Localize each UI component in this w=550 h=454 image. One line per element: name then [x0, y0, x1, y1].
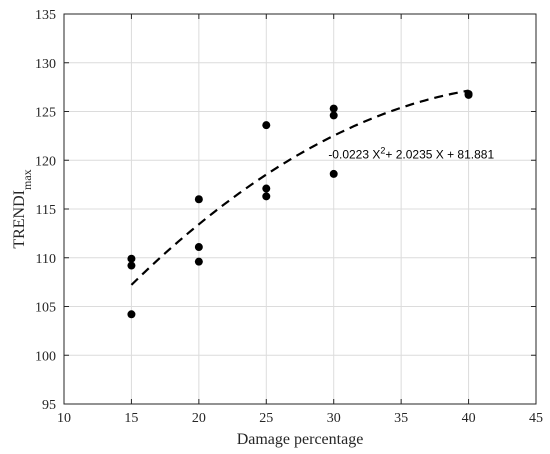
data-point: [329, 104, 338, 113]
data-point: [127, 254, 136, 263]
y-tick-label: 100: [35, 349, 56, 364]
x-tick-label: 20: [192, 411, 206, 426]
data-point: [329, 111, 338, 120]
data-point: [127, 261, 136, 270]
y-axis-title-sub: max: [20, 169, 34, 190]
fit-equation-lead: -0.0223 X: [328, 147, 380, 161]
data-points: [127, 89, 473, 319]
fit-equation-rest: + 2.0235 X + 81.881: [385, 147, 494, 161]
x-tick-label: 45: [529, 411, 543, 426]
x-tick-label: 10: [57, 411, 71, 426]
data-point: [194, 243, 203, 252]
y-tick-label: 115: [36, 203, 56, 218]
data-point: [262, 121, 271, 130]
y-tick-label: 135: [35, 8, 56, 23]
y-tick-label: 125: [35, 106, 56, 121]
y-tick-label: 120: [35, 154, 56, 169]
data-point: [464, 90, 473, 99]
ticks: [63, 13, 537, 405]
y-tick-label: 110: [36, 252, 56, 267]
fit-curve: [130, 89, 469, 286]
fit-equation-exponent: 2: [380, 145, 385, 155]
data-point: [127, 310, 136, 319]
grid: [63, 13, 537, 405]
data-point: [194, 257, 203, 266]
data-point: [329, 169, 338, 178]
x-tick-label: 40: [462, 411, 476, 426]
x-tick-label: 35: [394, 411, 408, 426]
y-tick-label: 105: [35, 301, 56, 316]
y-axis-title-main: TRENDI: [11, 190, 28, 249]
x-axis-title: Damage percentage: [237, 431, 364, 448]
x-tick-label: 30: [327, 411, 341, 426]
y-tick-label: 95: [42, 398, 56, 413]
data-point: [262, 184, 271, 193]
data-point: [262, 192, 271, 201]
data-point: [194, 195, 203, 204]
y-axis-title: TRENDImax: [11, 169, 34, 248]
fit-equation: -0.0223 X2+ 2.0235 X + 81.881: [328, 145, 494, 161]
tick-labels: 10 15 20 25 30 35 40 45 95 100 105 110 115 120 125 130 1…: [35, 8, 543, 426]
y-tick-label: 130: [35, 57, 56, 72]
x-tick-label: 25: [259, 411, 273, 426]
x-tick-label: 15: [124, 411, 138, 426]
